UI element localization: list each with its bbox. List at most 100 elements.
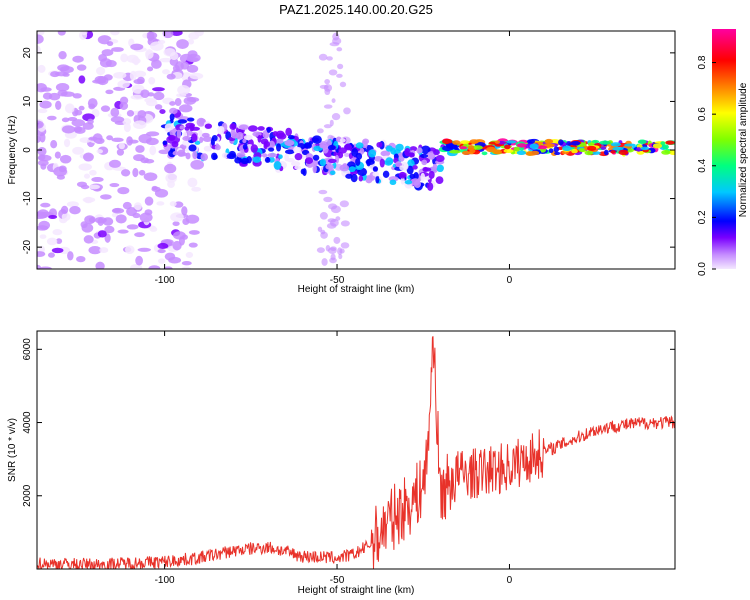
spectrogram-cell [110, 116, 125, 123]
spectrogram-cell [72, 146, 85, 155]
snr-series-line [37, 336, 675, 569]
spectrogram-cell [130, 94, 144, 100]
spectrogram-cell [333, 236, 341, 244]
spectrogram-cell [189, 72, 204, 80]
snr-x-ticks: -100 -50 0 [155, 331, 513, 586]
spectrogram-cell [135, 255, 143, 266]
spectrogram-cell [494, 140, 501, 144]
spectrogram-cell [166, 73, 176, 80]
spectrogram-cell [243, 134, 253, 141]
spectrogram-cell [182, 140, 190, 146]
spectrogram-cell [79, 31, 88, 40]
spectrogram-cell [149, 145, 157, 156]
spectrogram-cell [157, 258, 166, 264]
spectrogram-cell [196, 117, 206, 127]
spectrogram-cell [419, 153, 429, 159]
spectrogram-cell [117, 229, 129, 234]
spectrogram-cell [63, 138, 71, 148]
spectrogram-cell [199, 136, 204, 143]
spectrogram-cell [320, 231, 328, 239]
spectrogram-cell [459, 146, 468, 150]
spectrogram-cell [176, 39, 189, 49]
spectrogram-cell [329, 170, 336, 176]
spectrogram-cell [294, 165, 302, 170]
spectrogram-cell [133, 120, 147, 130]
spectrogram-cell [181, 206, 188, 216]
spectrogram-cell [324, 78, 330, 85]
spectrogram-cell [285, 127, 292, 137]
spectrogram-cell [284, 139, 295, 147]
spectrogram-cell [91, 176, 104, 183]
spectrogram-cell [372, 171, 380, 177]
spectrogram-cell [171, 141, 179, 148]
spectrogram-cell [115, 214, 127, 224]
spectrogram-cell [668, 149, 675, 156]
spectrogram-cell [159, 57, 173, 63]
spectrogram-cell [113, 71, 127, 79]
spectrogram-cell [39, 132, 46, 143]
spectrogram-cell [118, 142, 126, 150]
spectrogram-cell [55, 100, 62, 110]
spectrogram-cell [291, 161, 301, 167]
spectrogram-cell [436, 164, 444, 173]
spectrogram-cell [188, 32, 200, 40]
spectrogram-cell [442, 138, 453, 145]
spectrogram-cell [503, 148, 514, 154]
spectrogram-cell [336, 47, 343, 52]
spectrogram-cell [105, 89, 114, 95]
spectrogram-cell [138, 133, 152, 144]
spectrogram-cell [120, 169, 131, 177]
spectrogram-cell [578, 148, 586, 153]
spectrogram-cell [427, 182, 434, 191]
colorbar-tick-label: 0.4 [697, 158, 708, 172]
spectrogram-cell [340, 242, 350, 249]
spectrogram-cell [66, 201, 79, 208]
spectrogram-cell [172, 151, 179, 156]
spectrogram-cell [323, 124, 332, 129]
spectrogram-cell [78, 105, 85, 111]
spectrogram-cell [591, 139, 600, 144]
spectrogram-cell [238, 124, 249, 130]
spectrogram-cell [162, 140, 168, 146]
spectrogram-cell [318, 53, 328, 61]
spectrogram-cell [180, 61, 190, 70]
spectrogram-cell [603, 149, 609, 156]
spectrogram-cell [137, 247, 151, 252]
spectrogram-cell [186, 57, 199, 62]
snr-y-axis-label: SNR (10 * v/v) [7, 418, 18, 482]
spectrogram-cell [182, 135, 192, 142]
spectrogram-cell [99, 247, 109, 254]
spectrogram-cell [82, 197, 96, 203]
spectrogram-cell [190, 159, 205, 170]
colorbar-ticks: 0.0 0.2 0.4 0.6 0.8 [697, 55, 716, 276]
colorbar-tick-label: 0.2 [697, 210, 708, 224]
spectrogram-cell [38, 220, 51, 230]
spectrogram-cell [154, 104, 163, 110]
spectrogram-cell [126, 110, 135, 117]
spectrogram-cell [329, 42, 340, 47]
spectrogram-cell [169, 101, 176, 106]
snr-y-tick-label: 6000 [22, 338, 33, 361]
spectrogram-cell [132, 167, 139, 178]
spectrogram-cell [122, 201, 132, 210]
spectrogram-cell [338, 147, 347, 154]
spectrogram-cell [584, 150, 594, 156]
spectrogram-cell [345, 173, 353, 179]
spectrogram-cell [39, 100, 52, 109]
spectrogram-cell [263, 141, 271, 148]
spectrogram-cell [325, 244, 331, 252]
spectrogram-cell [40, 202, 51, 208]
chart-title: PAZ1.2025.140.00.20.G25 [279, 2, 433, 17]
spectrogram-x-tick-label: -100 [155, 275, 175, 286]
spectrogram-cell [158, 149, 170, 155]
spectrogram-cell [330, 205, 341, 214]
spectrogram-cell [338, 253, 343, 260]
spectrogram-cell [636, 147, 642, 152]
spectrogram-cell [610, 142, 621, 147]
spectrogram-cell [38, 266, 52, 269]
spectrogram-cell [109, 183, 120, 188]
spectrogram-cell [37, 45, 41, 55]
spectrogram-cell [169, 113, 175, 121]
spectrogram-cell [138, 169, 146, 176]
spectrogram-cell [420, 145, 431, 155]
